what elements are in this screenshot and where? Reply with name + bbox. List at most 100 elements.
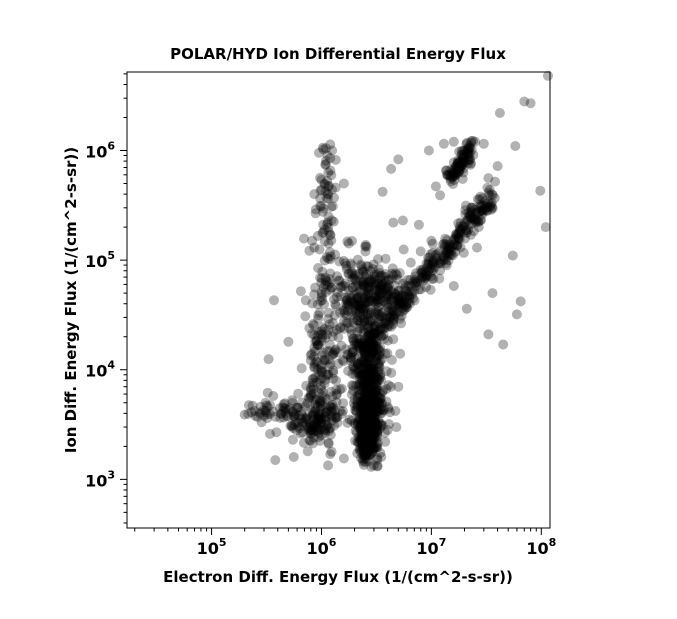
scatter-point bbox=[301, 380, 312, 391]
scatter-point bbox=[423, 145, 434, 156]
scatter-point bbox=[347, 361, 358, 372]
scatter-point bbox=[359, 348, 370, 359]
scatter-point bbox=[311, 422, 322, 432]
scatter-point bbox=[408, 293, 418, 304]
scatter-point bbox=[359, 450, 370, 461]
scatter-point bbox=[452, 155, 463, 166]
scatter-point bbox=[323, 423, 334, 434]
scatter-point bbox=[355, 323, 366, 334]
scatter-point bbox=[352, 315, 363, 326]
scatter-point bbox=[310, 394, 321, 405]
scatter-point bbox=[359, 428, 370, 439]
scatter-point bbox=[353, 301, 364, 311]
scatter-point bbox=[460, 205, 471, 216]
scatter-point bbox=[364, 355, 375, 366]
scatter-point bbox=[401, 302, 412, 313]
scatter-point bbox=[307, 421, 318, 432]
scatter-point bbox=[375, 356, 385, 367]
scatter-point bbox=[394, 293, 405, 304]
scatter-point bbox=[359, 449, 370, 460]
scatter-point bbox=[397, 290, 408, 300]
scatter-point bbox=[348, 347, 359, 357]
scatter-point bbox=[361, 417, 372, 428]
scatter-point bbox=[368, 397, 379, 407]
scatter-point bbox=[365, 431, 376, 442]
scatter-point bbox=[368, 369, 379, 380]
scatter-point bbox=[359, 379, 370, 389]
scatter-point bbox=[290, 409, 301, 420]
scatter-point bbox=[371, 356, 381, 366]
scatter-point bbox=[462, 137, 472, 148]
scatter-point bbox=[368, 381, 379, 392]
scatter-point bbox=[335, 282, 346, 293]
scatter-point bbox=[360, 418, 371, 429]
scatter-point bbox=[359, 280, 370, 291]
scatter-point bbox=[353, 417, 364, 428]
scatter-point bbox=[342, 318, 353, 329]
scatter-point bbox=[400, 301, 410, 312]
scatter-point bbox=[342, 236, 353, 247]
scatter-point bbox=[352, 254, 363, 265]
scatter-point bbox=[255, 401, 266, 412]
scatter-point bbox=[368, 399, 379, 410]
scatter-point bbox=[363, 436, 374, 446]
scatter-point bbox=[326, 170, 337, 181]
scatter-point bbox=[370, 387, 381, 398]
scatter-point bbox=[482, 182, 493, 193]
scatter-point bbox=[317, 329, 328, 340]
scatter-point bbox=[387, 273, 397, 284]
scatter-point bbox=[319, 354, 330, 365]
scatter-point bbox=[368, 442, 379, 453]
scatter-point bbox=[372, 308, 383, 319]
scatter-point bbox=[358, 345, 369, 356]
scatter-point bbox=[380, 275, 391, 286]
scatter-point bbox=[313, 339, 323, 350]
scatter-point bbox=[356, 290, 367, 301]
scatter-point bbox=[383, 380, 394, 391]
scatter-point bbox=[361, 426, 371, 437]
scatter-point bbox=[361, 291, 372, 302]
scatter-point bbox=[372, 420, 383, 431]
scatter-point bbox=[364, 440, 375, 451]
scatter-point bbox=[426, 235, 437, 246]
scatter-point bbox=[365, 371, 375, 382]
scatter-point bbox=[378, 323, 389, 334]
scatter-point bbox=[371, 336, 381, 347]
scatter-point bbox=[270, 455, 281, 466]
scatter-point bbox=[380, 436, 391, 447]
scatter-point bbox=[457, 152, 468, 163]
scatter-point bbox=[350, 405, 361, 416]
scatter-point bbox=[327, 415, 338, 426]
scatter-point bbox=[368, 356, 379, 367]
scatter-point bbox=[360, 340, 371, 351]
scatter-point bbox=[361, 261, 372, 271]
scatter-point bbox=[331, 292, 342, 303]
scatter-point bbox=[361, 358, 372, 369]
scatter-point bbox=[368, 409, 379, 420]
scatter-point bbox=[358, 450, 369, 461]
scatter-point bbox=[366, 419, 377, 430]
scatter-point bbox=[456, 161, 467, 172]
scatter-point bbox=[381, 284, 392, 295]
scatter-point bbox=[368, 400, 379, 411]
scatter-point bbox=[490, 176, 501, 187]
scatter-point bbox=[352, 392, 363, 403]
scatter-point bbox=[303, 424, 314, 435]
scatter-point bbox=[368, 385, 379, 396]
scatter-point bbox=[316, 367, 327, 378]
scatter-point bbox=[316, 201, 327, 212]
scatter-point bbox=[385, 312, 396, 323]
scatter-point bbox=[295, 428, 306, 439]
scatter-point bbox=[352, 326, 363, 337]
scatter-point bbox=[369, 412, 380, 423]
scatter-point bbox=[388, 334, 399, 345]
scatter-point bbox=[316, 396, 327, 407]
scatter-point bbox=[312, 426, 323, 437]
scatter-point bbox=[372, 425, 383, 436]
scatter-point bbox=[367, 410, 378, 421]
scatter-point bbox=[400, 280, 411, 291]
scatter-point bbox=[303, 392, 314, 403]
scatter-point bbox=[363, 437, 374, 448]
scatter-point bbox=[371, 372, 382, 382]
scatter-point bbox=[358, 438, 369, 449]
